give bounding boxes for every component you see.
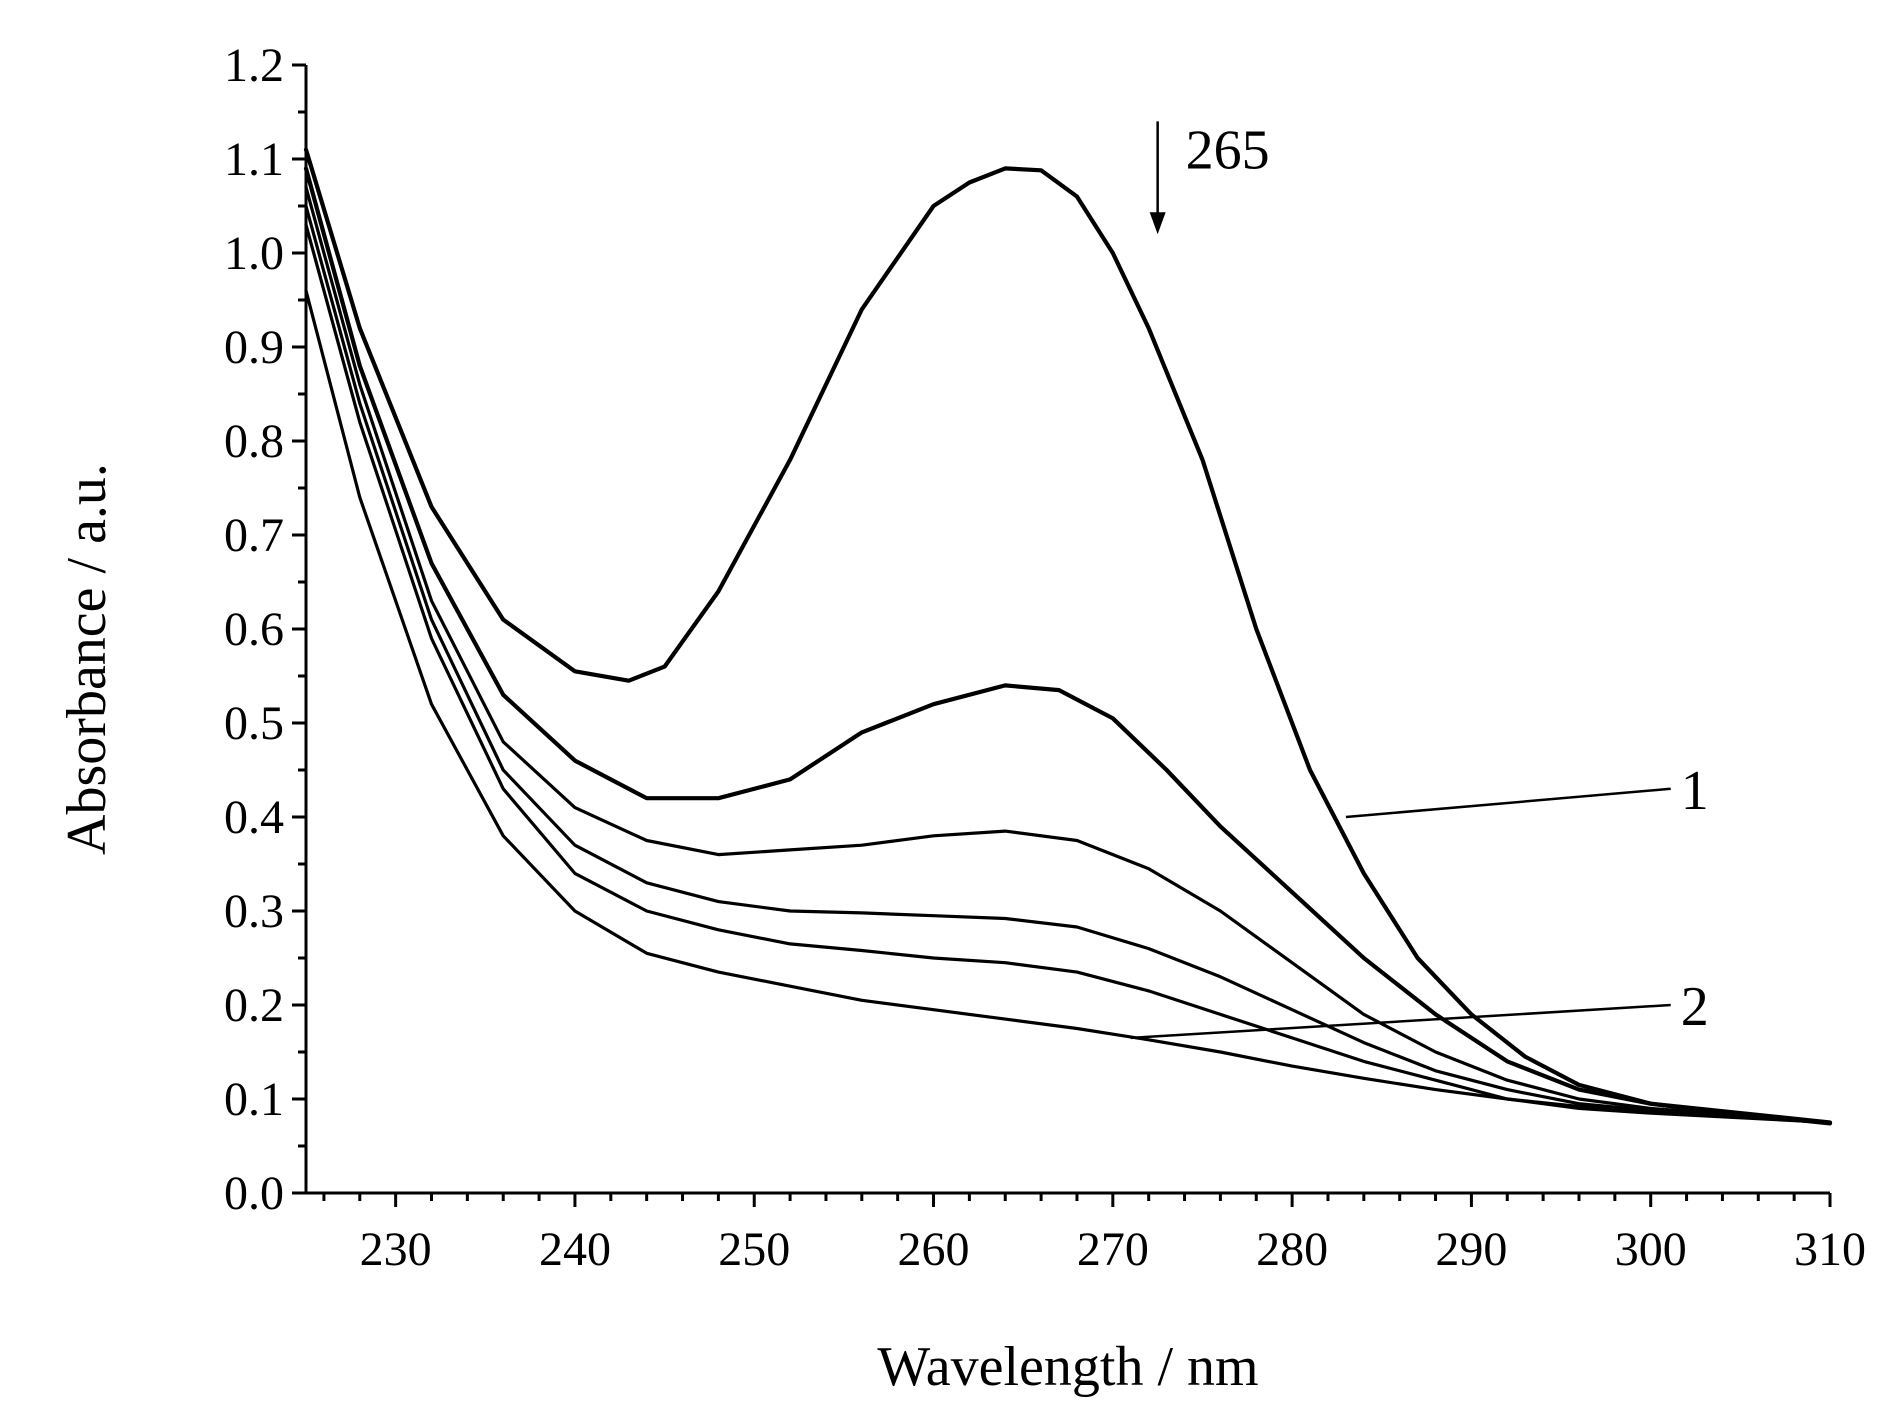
x-tick-label: 280 bbox=[1256, 1223, 1328, 1276]
label-1: 1 bbox=[1681, 760, 1709, 822]
series-line-6 bbox=[304, 289, 1832, 1125]
y-tick-label: 0.3 bbox=[224, 885, 284, 938]
y-tick-label: 0.8 bbox=[224, 415, 284, 468]
label-2: 2 bbox=[1681, 976, 1709, 1038]
arrow-head bbox=[1149, 212, 1166, 235]
series-group bbox=[303, 147, 1833, 1126]
x-tick-label: 290 bbox=[1435, 1223, 1507, 1276]
y-tick-label: 1.1 bbox=[224, 133, 284, 186]
label-2-leader bbox=[1130, 1003, 1671, 1040]
y-tick-label: 0.1 bbox=[224, 1073, 284, 1126]
y-tick-label: 0.4 bbox=[224, 791, 284, 844]
arrow-label: 265 bbox=[1186, 119, 1270, 181]
x-tick-label: 250 bbox=[718, 1223, 790, 1276]
x-axis-title: Wavelength / nm bbox=[877, 1336, 1258, 1398]
y-tick-label: 0.5 bbox=[224, 697, 284, 750]
y-axis-title: Absorbance / a.u. bbox=[56, 463, 118, 855]
series-line-1 bbox=[303, 147, 1833, 1126]
y-tick-label: 0.2 bbox=[224, 979, 284, 1032]
y-tick-label: 0.0 bbox=[224, 1167, 284, 1220]
series-line-2 bbox=[303, 166, 1833, 1125]
series-line-3 bbox=[304, 185, 1832, 1125]
annotations: 265 1 2 bbox=[1130, 119, 1709, 1040]
y-tick-label: 1.0 bbox=[224, 227, 284, 280]
ticks: 0.0 0.1 0.2 0.3 0.4 0.5 0.6 0.7 0.8 0.9 1.0 1.1 1.2 2… bbox=[224, 39, 1866, 1276]
y-tick-label: 0.9 bbox=[224, 321, 284, 374]
x-tick-label: 230 bbox=[360, 1223, 432, 1276]
series-line-4 bbox=[304, 204, 1832, 1125]
x-tick-label: 270 bbox=[1077, 1223, 1149, 1276]
series-line-5 bbox=[304, 223, 1832, 1125]
x-tick-label: 240 bbox=[539, 1223, 611, 1276]
label-1-leader bbox=[1345, 787, 1671, 819]
y-tick-label: 0.7 bbox=[224, 509, 284, 562]
x-tick-label: 310 bbox=[1794, 1223, 1866, 1276]
y-tick-label: 1.2 bbox=[224, 39, 284, 92]
axes bbox=[304, 65, 1830, 1195]
y-tick-label: 0.6 bbox=[224, 603, 284, 656]
x-tick-label: 260 bbox=[898, 1223, 970, 1276]
x-tick-label: 300 bbox=[1615, 1223, 1687, 1276]
